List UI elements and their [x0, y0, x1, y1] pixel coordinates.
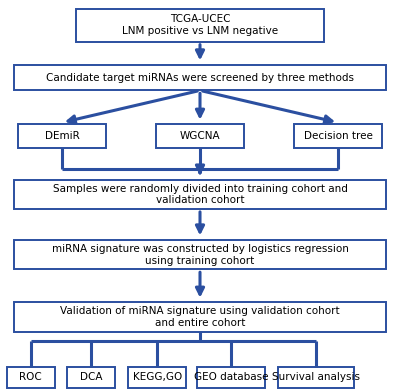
FancyBboxPatch shape — [294, 124, 382, 148]
FancyBboxPatch shape — [76, 9, 324, 42]
Text: Decision tree: Decision tree — [304, 131, 372, 141]
FancyBboxPatch shape — [156, 124, 244, 148]
FancyBboxPatch shape — [18, 124, 106, 148]
Text: Survival analysis: Survival analysis — [272, 372, 360, 382]
FancyBboxPatch shape — [7, 366, 55, 388]
Text: KEGG,GO: KEGG,GO — [132, 372, 182, 382]
Text: ROC: ROC — [20, 372, 42, 382]
Text: GEO database: GEO database — [194, 372, 268, 382]
FancyBboxPatch shape — [14, 303, 386, 331]
FancyBboxPatch shape — [128, 366, 186, 388]
Text: Candidate target miRNAs were screened by three methods: Candidate target miRNAs were screened by… — [46, 73, 354, 83]
FancyBboxPatch shape — [14, 180, 386, 209]
FancyBboxPatch shape — [67, 366, 115, 388]
Text: WGCNA: WGCNA — [180, 131, 220, 141]
Text: Validation of miRNA signature using validation cohort
and entire cohort: Validation of miRNA signature using vali… — [60, 306, 340, 328]
FancyBboxPatch shape — [278, 366, 354, 388]
FancyBboxPatch shape — [197, 366, 265, 388]
Text: miRNA signature was constructed by logistics regression
using training cohort: miRNA signature was constructed by logis… — [52, 244, 348, 266]
Text: Samples were randomly divided into training cohort and
validation cohort: Samples were randomly divided into train… — [52, 184, 348, 205]
FancyBboxPatch shape — [14, 240, 386, 270]
FancyBboxPatch shape — [14, 65, 386, 91]
Text: DEmiR: DEmiR — [45, 131, 79, 141]
Text: TCGA-UCEC
LNM positive vs LNM negative: TCGA-UCEC LNM positive vs LNM negative — [122, 14, 278, 36]
Text: DCA: DCA — [80, 372, 102, 382]
